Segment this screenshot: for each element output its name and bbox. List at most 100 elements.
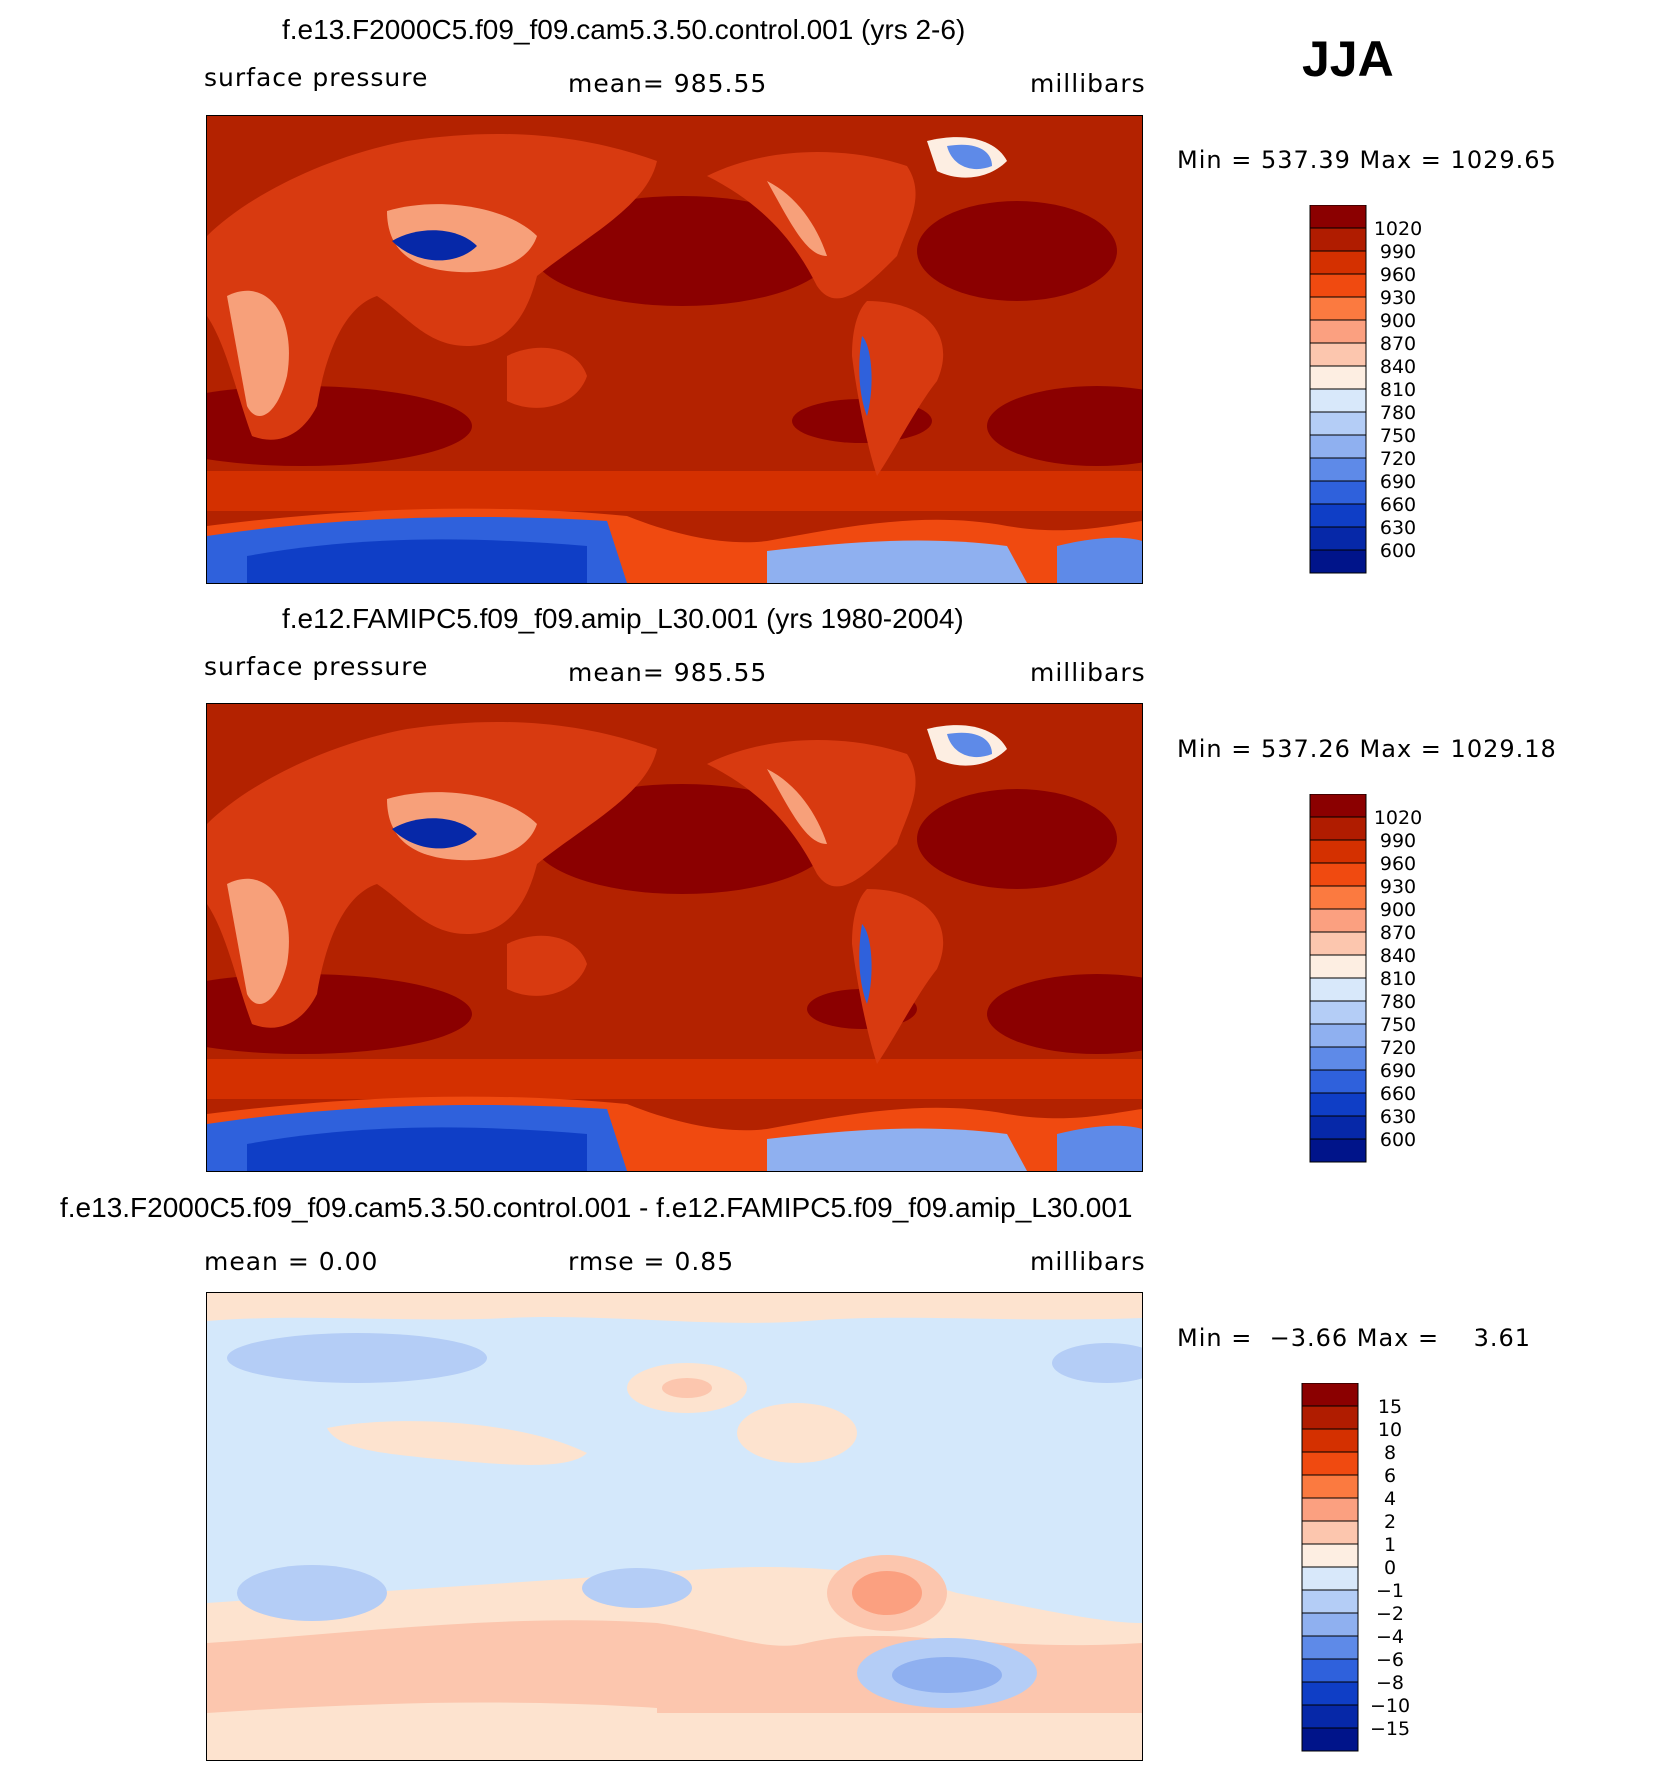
panel1-variable: surface pressure xyxy=(204,63,429,92)
colorbar-swatch xyxy=(1309,954,1367,979)
tibetan-plateau xyxy=(392,818,477,849)
australia-land xyxy=(507,347,587,408)
antarctic-low-west-core xyxy=(247,539,587,583)
colorbar-swatch xyxy=(1309,816,1367,841)
colorbar-label: 750 xyxy=(1380,1014,1416,1036)
panel1-units: millibars xyxy=(1030,69,1146,98)
panel1-map-svg xyxy=(207,116,1142,583)
colorbar-swatch xyxy=(1309,434,1367,459)
northeast-pacific-positive xyxy=(737,1403,857,1463)
southern-ocean-band xyxy=(207,1059,1142,1099)
eurasia-africa-land xyxy=(207,133,657,440)
north-pacific-positive-core xyxy=(662,1378,712,1398)
colorbar-swatch xyxy=(1309,977,1367,1002)
panel3-map xyxy=(206,1292,1143,1761)
colorbar-label: 750 xyxy=(1380,425,1416,447)
africa-highlands xyxy=(227,290,289,416)
colorbar-label: 1020 xyxy=(1374,218,1422,240)
colorbar-swatch xyxy=(1301,1428,1359,1453)
colorbar-label: 630 xyxy=(1380,517,1416,539)
panel1-colorbar: 1020990960930900870840810780750720690660… xyxy=(1309,205,1422,574)
colorbar-label: 990 xyxy=(1380,241,1416,263)
antarctic-low-west-core xyxy=(247,1127,587,1171)
colorbar-label: 690 xyxy=(1380,1060,1416,1082)
colorbar-label: 8 xyxy=(1384,1442,1396,1464)
colorbar-swatch xyxy=(1301,1566,1359,1591)
colorbar-swatch xyxy=(1309,273,1367,298)
colorbar-swatch xyxy=(1309,794,1367,818)
australia-land xyxy=(507,935,587,996)
greenland-ice xyxy=(947,144,992,170)
colorbar-label: 1 xyxy=(1384,1534,1396,1556)
colorbar-swatch xyxy=(1301,1520,1359,1545)
colorbar-swatch xyxy=(1309,931,1367,956)
colorbar-swatch xyxy=(1301,1543,1359,1568)
azores-high xyxy=(917,789,1117,889)
andes xyxy=(859,924,872,1004)
colorbar-swatch xyxy=(1309,296,1367,321)
colorbar-swatch xyxy=(1301,1383,1359,1407)
colorbar-label: 810 xyxy=(1380,379,1416,401)
southern-ocean-band xyxy=(207,471,1142,511)
colorbar-label: 900 xyxy=(1380,310,1416,332)
colorbar-label: 780 xyxy=(1380,402,1416,424)
colorbar-swatch xyxy=(1309,908,1367,933)
africa-highlands xyxy=(227,878,289,1004)
colorbar-swatch xyxy=(1309,365,1367,390)
arctic-positive xyxy=(207,1293,1142,1323)
south-atlantic-high xyxy=(987,974,1142,1054)
colorbar-swatch xyxy=(1301,1451,1359,1476)
colorbar-swatch xyxy=(1309,549,1367,574)
colorbar-swatch xyxy=(1301,1405,1359,1430)
colorbar-label: 720 xyxy=(1380,448,1416,470)
colorbar-label: 2 xyxy=(1384,1511,1396,1533)
antarctic-low-east xyxy=(767,1128,1027,1171)
colorbar-label: 630 xyxy=(1380,1106,1416,1128)
indian-ocean-negative xyxy=(237,1565,387,1621)
colorbar-label: 1020 xyxy=(1374,807,1422,829)
colorbar-label: 720 xyxy=(1380,1037,1416,1059)
antarctic-low-east xyxy=(767,540,1027,583)
antarctic-low-far-east xyxy=(1057,1125,1142,1171)
eurasia-negative xyxy=(227,1333,487,1383)
colorbar-label: 930 xyxy=(1380,876,1416,898)
panel2-units: millibars xyxy=(1030,658,1146,687)
asia-positive xyxy=(327,1421,587,1465)
colorbar-swatch xyxy=(1309,342,1367,367)
colorbar-swatch xyxy=(1309,1023,1367,1048)
australia-negative xyxy=(582,1568,692,1608)
colorbar-swatch xyxy=(1301,1658,1359,1683)
colorbar-swatch xyxy=(1301,1704,1359,1729)
colorbar-swatch xyxy=(1309,862,1367,887)
colorbar-label: 600 xyxy=(1380,540,1416,562)
colorbar-label: 990 xyxy=(1380,830,1416,852)
colorbar-swatch xyxy=(1309,503,1367,528)
colorbar-swatch xyxy=(1309,205,1367,229)
colorbar-label: 660 xyxy=(1380,494,1416,516)
colorbar-label: −6 xyxy=(1376,1649,1404,1671)
colorbar-swatch xyxy=(1301,1474,1359,1499)
greenland-ice xyxy=(947,732,992,758)
north-atlantic-negative xyxy=(1052,1343,1142,1383)
colorbar-label: −10 xyxy=(1370,1695,1410,1717)
colorbar-label: 780 xyxy=(1380,991,1416,1013)
south-pacific-positive-core xyxy=(852,1571,922,1615)
colorbar-swatch xyxy=(1309,526,1367,551)
colorbar-label: 4 xyxy=(1384,1488,1396,1510)
drake-passage-negative-core xyxy=(892,1657,1002,1693)
rockies xyxy=(767,181,827,256)
panel2-colorbar: 1020990960930900870840810780750720690660… xyxy=(1309,794,1422,1163)
south-america-land xyxy=(852,889,944,1064)
panel3-units: millibars xyxy=(1030,1247,1146,1276)
panel3-mean: mean = 0.00 xyxy=(204,1247,379,1276)
eurasia-africa-land xyxy=(207,721,657,1028)
colorbar-label: 960 xyxy=(1380,853,1416,875)
panel2-map-svg xyxy=(207,704,1142,1171)
tibetan-plateau xyxy=(392,230,477,261)
colorbar-label: 870 xyxy=(1380,333,1416,355)
colorbar-swatch xyxy=(1301,1727,1359,1752)
colorbar-label: −2 xyxy=(1376,1603,1404,1625)
panel3-minmax: Min = −3.66 Max = 3.61 xyxy=(1177,1324,1532,1352)
colorbar-label: −15 xyxy=(1370,1718,1410,1740)
